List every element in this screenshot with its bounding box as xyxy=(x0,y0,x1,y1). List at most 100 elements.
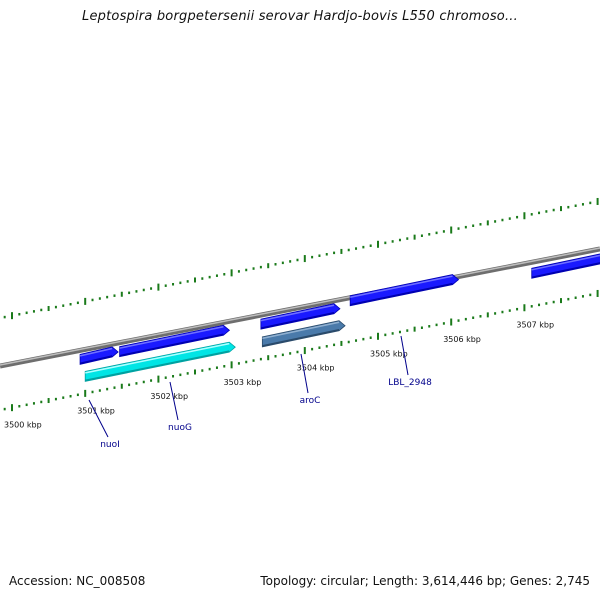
outer-ruler-tick xyxy=(406,237,409,240)
inner-ruler-tick xyxy=(347,340,350,344)
outer-ruler-tick xyxy=(516,215,519,219)
gene-aroC_top[interactable] xyxy=(260,303,341,330)
outer-ruler-tick xyxy=(340,248,343,254)
outer-ruler-tick xyxy=(538,211,541,215)
inner-ruler-tick xyxy=(69,394,72,398)
gene-arrow-shadow xyxy=(262,328,340,347)
inner-ruler-tick xyxy=(215,366,218,369)
gene-label-aroC[interactable]: aroC xyxy=(300,396,321,406)
inner-ruler-tick xyxy=(84,389,87,397)
outer-ruler-tick xyxy=(303,255,306,263)
gene-arrow-highlight xyxy=(85,342,230,374)
gene-track[interactable] xyxy=(79,253,600,382)
tick-label: 3502 kbp xyxy=(150,392,188,401)
gene-arrow-shadow xyxy=(119,333,224,357)
gene-arrow-shadow xyxy=(350,282,453,306)
outer-ruler-tick xyxy=(479,223,482,226)
outer-ruler-tick xyxy=(442,230,445,233)
inner-ruler-tick xyxy=(464,317,467,321)
inner-ruler-tick xyxy=(98,389,101,392)
tick-label: 3506 kbp xyxy=(443,335,481,344)
outer-ruler-tick xyxy=(545,210,548,213)
gene-arrow-highlight xyxy=(260,304,335,322)
outer-ruler-tick xyxy=(325,253,328,256)
inner-ruler-tick xyxy=(113,386,116,389)
inner-ruler-tick xyxy=(545,302,548,305)
outer-ruler-tick xyxy=(457,227,460,230)
inner-ruler-tick xyxy=(259,357,262,361)
inner-ruler-tick xyxy=(508,309,511,312)
outer-ruler-tick xyxy=(281,261,284,265)
gene-nuoG_top[interactable] xyxy=(119,324,231,358)
outer-ruler-tick xyxy=(420,234,423,237)
inner-ruler-tick xyxy=(164,376,167,379)
map-title: Leptospira borgpetersenii serovar Hardjo… xyxy=(82,9,518,24)
outer-ruler-tick xyxy=(560,206,562,212)
gene-nuoG[interactable] xyxy=(84,341,236,382)
inner-ruler-tick xyxy=(18,404,21,408)
inner-ruler-tick xyxy=(252,359,255,362)
outer-ruler-tick xyxy=(552,208,555,212)
outer-ruler-tick xyxy=(11,312,13,320)
tick-label: 3505 kbp xyxy=(370,349,408,358)
inner-ruler-tick xyxy=(91,390,94,394)
outer-ruler-tick xyxy=(201,277,204,280)
outer-ruler-tick xyxy=(428,233,431,236)
inner-ruler-tick xyxy=(47,398,50,404)
inner-ruler-tick xyxy=(538,303,541,307)
outer-ruler-tick xyxy=(398,238,401,242)
gene-label-nuoG[interactable]: nuoG xyxy=(168,423,192,433)
inner-ruler-tick xyxy=(398,330,401,334)
gene-aroC[interactable] xyxy=(261,320,346,348)
outer-ruler-tick xyxy=(230,269,233,277)
outer-ruler-tick xyxy=(377,240,379,248)
inner-ruler-tick xyxy=(384,333,387,337)
inner-ruler-tick xyxy=(457,319,460,322)
inner-ruler-tick xyxy=(194,369,196,375)
outer-ruler-tick xyxy=(355,247,358,250)
gene-arrow-highlight xyxy=(531,254,600,271)
inner-ruler-tick xyxy=(40,400,43,404)
inner-ruler-tick xyxy=(106,387,109,391)
inner-ruler-tick xyxy=(516,307,519,311)
gene-LBL_2948[interactable] xyxy=(349,274,460,307)
inner-ruler-tick xyxy=(325,345,328,348)
gene-right_gene[interactable] xyxy=(531,253,600,279)
outer-ruler-tick xyxy=(69,302,72,306)
outer-ruler-tick xyxy=(40,308,43,312)
outer-ruler-tick xyxy=(76,301,79,305)
inner-ruler-tick xyxy=(179,373,182,377)
outer-ruler-tick xyxy=(472,224,475,227)
gene-label-nuoI[interactable]: nuoI xyxy=(100,440,120,450)
inner-ruler-tick xyxy=(186,372,189,375)
inner-ruler-tick xyxy=(567,297,570,301)
inner-ruler-tick xyxy=(442,322,445,325)
inner-ruler-tick xyxy=(142,380,145,384)
inner-ruler-tick xyxy=(150,379,153,382)
inner-ruler-tick xyxy=(274,355,277,358)
inner-ruler-tick xyxy=(303,347,306,355)
inner-ruler-tick xyxy=(230,361,233,369)
inner-ruler-tick xyxy=(574,296,577,300)
outer-ruler-tick xyxy=(98,297,101,300)
inner-ruler-tick xyxy=(486,312,489,318)
outer-ruler-tick xyxy=(494,220,497,223)
inner-ruler-tick xyxy=(208,367,211,371)
outer-ruler-tick xyxy=(464,225,467,229)
inner-ruler-tick xyxy=(472,316,475,319)
inner-ruler-tick xyxy=(237,362,240,365)
outer-ruler-tick xyxy=(215,274,218,277)
outer-ruler-tick xyxy=(128,291,131,295)
inner-ruler-tick xyxy=(289,352,292,355)
inner-ruler-tick xyxy=(318,346,321,349)
inner-ruler-tick xyxy=(32,402,35,405)
gene-nuoI[interactable] xyxy=(79,346,119,365)
genome-summary-text: Topology: circular; Length: 3,614,446 bp… xyxy=(260,574,590,588)
inner-ruler-tick xyxy=(362,337,365,341)
outer-ruler-tick xyxy=(194,277,196,283)
outer-ruler-tick xyxy=(84,297,87,305)
outer-ruler-tick xyxy=(567,205,570,209)
outer-ruler-tick xyxy=(150,287,153,290)
gene-label-LBL_2948[interactable]: LBL_2948 xyxy=(388,378,432,388)
